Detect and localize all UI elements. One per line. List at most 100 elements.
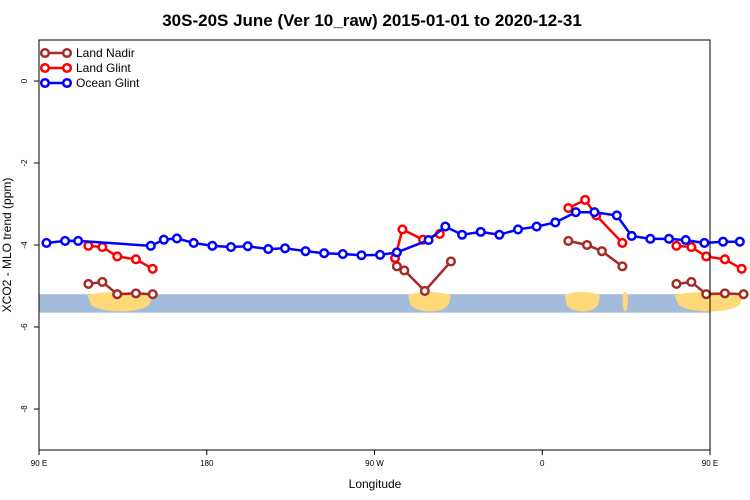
data-point-land-nadir (445, 256, 456, 267)
legend-marker-ocean-glint (61, 77, 73, 89)
data-point-land-nadir (399, 265, 410, 276)
map-land-madagascar (622, 291, 628, 312)
data-point-ocean-glint (626, 230, 637, 242)
legend-marker-land-glint (61, 62, 73, 74)
data-point-ocean-glint (457, 229, 468, 240)
y-tick-label: -6 (20, 323, 29, 331)
x-tick-label: 180 (200, 459, 214, 468)
y-tick-label: -2 (20, 159, 29, 167)
data-point-ocean-glint (663, 233, 675, 244)
legend-label-land-glint: Land Glint (76, 61, 131, 75)
data-point-ocean-glint (337, 248, 348, 260)
legend-label-ocean-glint: Ocean Glint (76, 76, 140, 90)
data-point-ocean-glint (391, 247, 402, 258)
data-point-land-nadir (686, 276, 697, 287)
data-point-land-glint (719, 254, 730, 265)
data-point-land-nadir (738, 289, 749, 300)
series-land-glint (83, 194, 747, 274)
data-point-land-glint (112, 251, 123, 262)
data-point-land-glint (686, 242, 697, 253)
data-point-land-glint (97, 242, 108, 253)
data-point-ocean-glint (300, 246, 311, 257)
series-layer (41, 194, 749, 300)
data-point-ocean-glint (375, 249, 386, 260)
data-point-ocean-glint (73, 235, 84, 246)
data-point-ocean-glint (145, 240, 156, 251)
legend-item-land-nadir: Land Nadir (39, 46, 135, 60)
x-tick-label: 90 W (365, 459, 384, 468)
map-land-south-america (408, 291, 451, 312)
data-point-ocean-glint (171, 233, 182, 244)
data-point-land-nadir (581, 239, 593, 251)
data-point-ocean-glint (242, 241, 253, 252)
data-point-land-nadir (83, 278, 94, 290)
x-tick-label: 90 E (702, 459, 718, 468)
data-point-land-glint (580, 194, 591, 205)
legend-label-land-nadir: Land Nadir (76, 46, 135, 60)
data-point-ocean-glint (440, 221, 451, 232)
data-point-ocean-glint (225, 242, 237, 253)
data-point-ocean-glint (717, 236, 729, 247)
x-tick-label: 0 (540, 459, 545, 468)
data-point-land-glint (736, 263, 747, 274)
data-point-ocean-glint (531, 221, 542, 232)
data-point-ocean-glint (550, 217, 561, 228)
data-point-ocean-glint (512, 224, 524, 235)
data-point-land-nadir (596, 246, 607, 257)
data-point-ocean-glint (589, 207, 600, 218)
map-strip (39, 291, 744, 313)
data-point-ocean-glint (279, 243, 291, 254)
data-point-land-nadir (719, 288, 730, 299)
data-point-ocean-glint (263, 244, 274, 255)
data-point-ocean-glint (680, 235, 691, 246)
x-tick-label: 90 E (31, 459, 47, 468)
data-point-land-nadir (112, 289, 123, 300)
data-point-ocean-glint (475, 226, 486, 237)
data-point-ocean-glint (188, 237, 199, 248)
x-axis: 90 E 180 90 W 0 90 E (31, 450, 718, 468)
data-point-land-nadir (419, 285, 430, 296)
data-point-ocean-glint (423, 235, 434, 246)
data-point-ocean-glint (494, 229, 505, 240)
data-point-land-glint (147, 263, 158, 274)
series-ocean-glint (41, 207, 745, 261)
series-land-nadir (83, 235, 749, 300)
data-point-land-glint (397, 224, 408, 235)
series-line-land-nadir (568, 239, 624, 268)
legend-marker-land-glint (39, 62, 51, 74)
y-axis-title: XCO2 - MLO trend (ppm) (0, 178, 14, 313)
map-ocean (39, 294, 710, 313)
data-point-land-glint (701, 251, 712, 262)
data-point-land-glint (83, 240, 94, 251)
map-land-africa (564, 291, 601, 312)
data-point-land-nadir (130, 288, 141, 299)
data-point-ocean-glint (699, 237, 710, 248)
data-point-ocean-glint (356, 250, 367, 261)
data-point-ocean-glint (158, 234, 169, 245)
y-tick-label: -8 (20, 405, 29, 413)
data-point-ocean-glint (734, 236, 745, 247)
data-point-ocean-glint (611, 210, 622, 221)
series-line-land-glint (567, 198, 624, 244)
data-point-ocean-glint (645, 233, 656, 244)
data-point-land-nadir (671, 278, 682, 290)
data-point-land-glint (563, 203, 574, 214)
legend-marker-land-nadir (61, 47, 73, 59)
data-point-land-nadir (563, 235, 574, 246)
x-axis-title: Longitude (349, 477, 402, 491)
legend-item-ocean-glint: Ocean Glint (39, 76, 140, 90)
legend-marker-ocean-glint (39, 77, 51, 89)
data-point-land-nadir (701, 289, 712, 300)
legend-item-land-glint: Land Glint (39, 61, 131, 75)
data-point-ocean-glint (60, 235, 71, 246)
data-point-ocean-glint (319, 248, 330, 259)
y-tick-label: 0 (20, 78, 29, 83)
chart-title: 30S-20S June (Ver 10_raw) 2015-01-01 to … (162, 11, 582, 30)
data-point-ocean-glint (41, 237, 52, 248)
data-point-land-nadir (97, 276, 108, 287)
legend-marker-land-nadir (39, 47, 51, 59)
data-point-ocean-glint (207, 240, 218, 251)
data-point-land-nadir (617, 261, 628, 272)
